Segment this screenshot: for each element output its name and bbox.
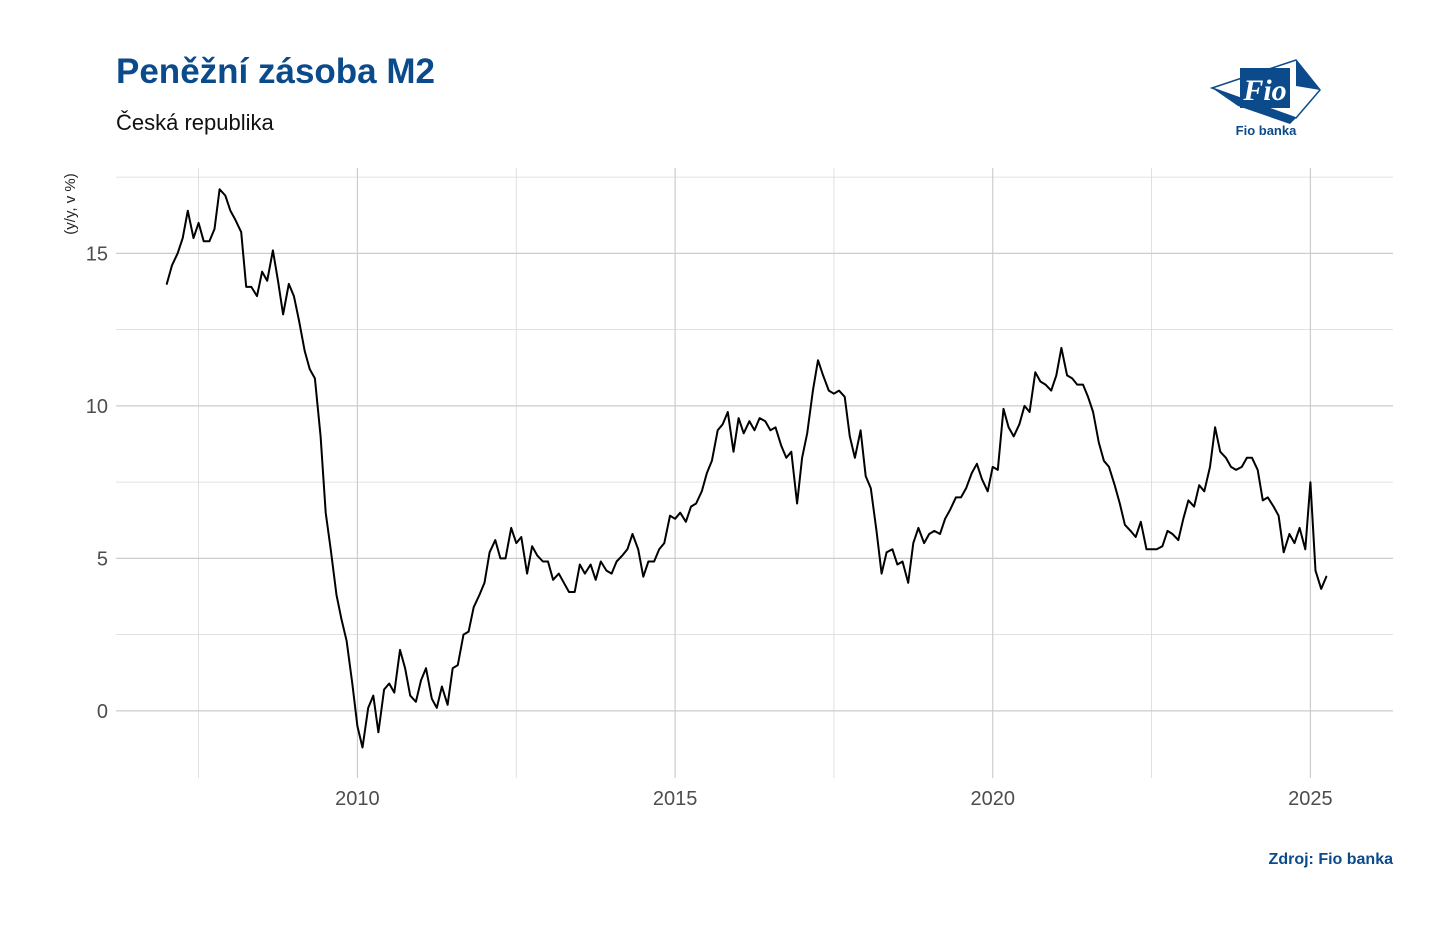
major-gridlines xyxy=(116,168,1393,778)
chart-subtitle: Česká republika xyxy=(116,110,274,135)
minor-gridlines xyxy=(116,168,1393,778)
y-tick-label: 15 xyxy=(86,243,108,265)
logo-caption: Fio banka xyxy=(1236,123,1297,138)
logo-mark-text: Fio xyxy=(1242,74,1286,107)
source-note: Zdroj: Fio banka xyxy=(1268,851,1393,868)
series-line-0 xyxy=(165,188,1328,749)
chart-title: Peněžní zásoba M2 xyxy=(116,52,435,91)
series-group xyxy=(165,188,1328,749)
x-tick-label: 2010 xyxy=(335,788,380,810)
y-tick-label: 0 xyxy=(97,701,108,723)
fio-banka-logo: Fio Fio banka xyxy=(1210,59,1321,138)
x-tick-label: 2015 xyxy=(653,788,698,810)
y-axis-ticks: 0 5 10 15 xyxy=(86,243,108,723)
x-axis-ticks: 2010 2015 2020 2025 xyxy=(335,788,1332,810)
x-tick-label: 2025 xyxy=(1288,788,1333,810)
x-tick-label: 2020 xyxy=(970,788,1015,810)
y-tick-label: 5 xyxy=(97,548,108,570)
y-axis-title: (y/y, v %) xyxy=(62,173,79,234)
y-tick-label: 10 xyxy=(86,396,108,418)
